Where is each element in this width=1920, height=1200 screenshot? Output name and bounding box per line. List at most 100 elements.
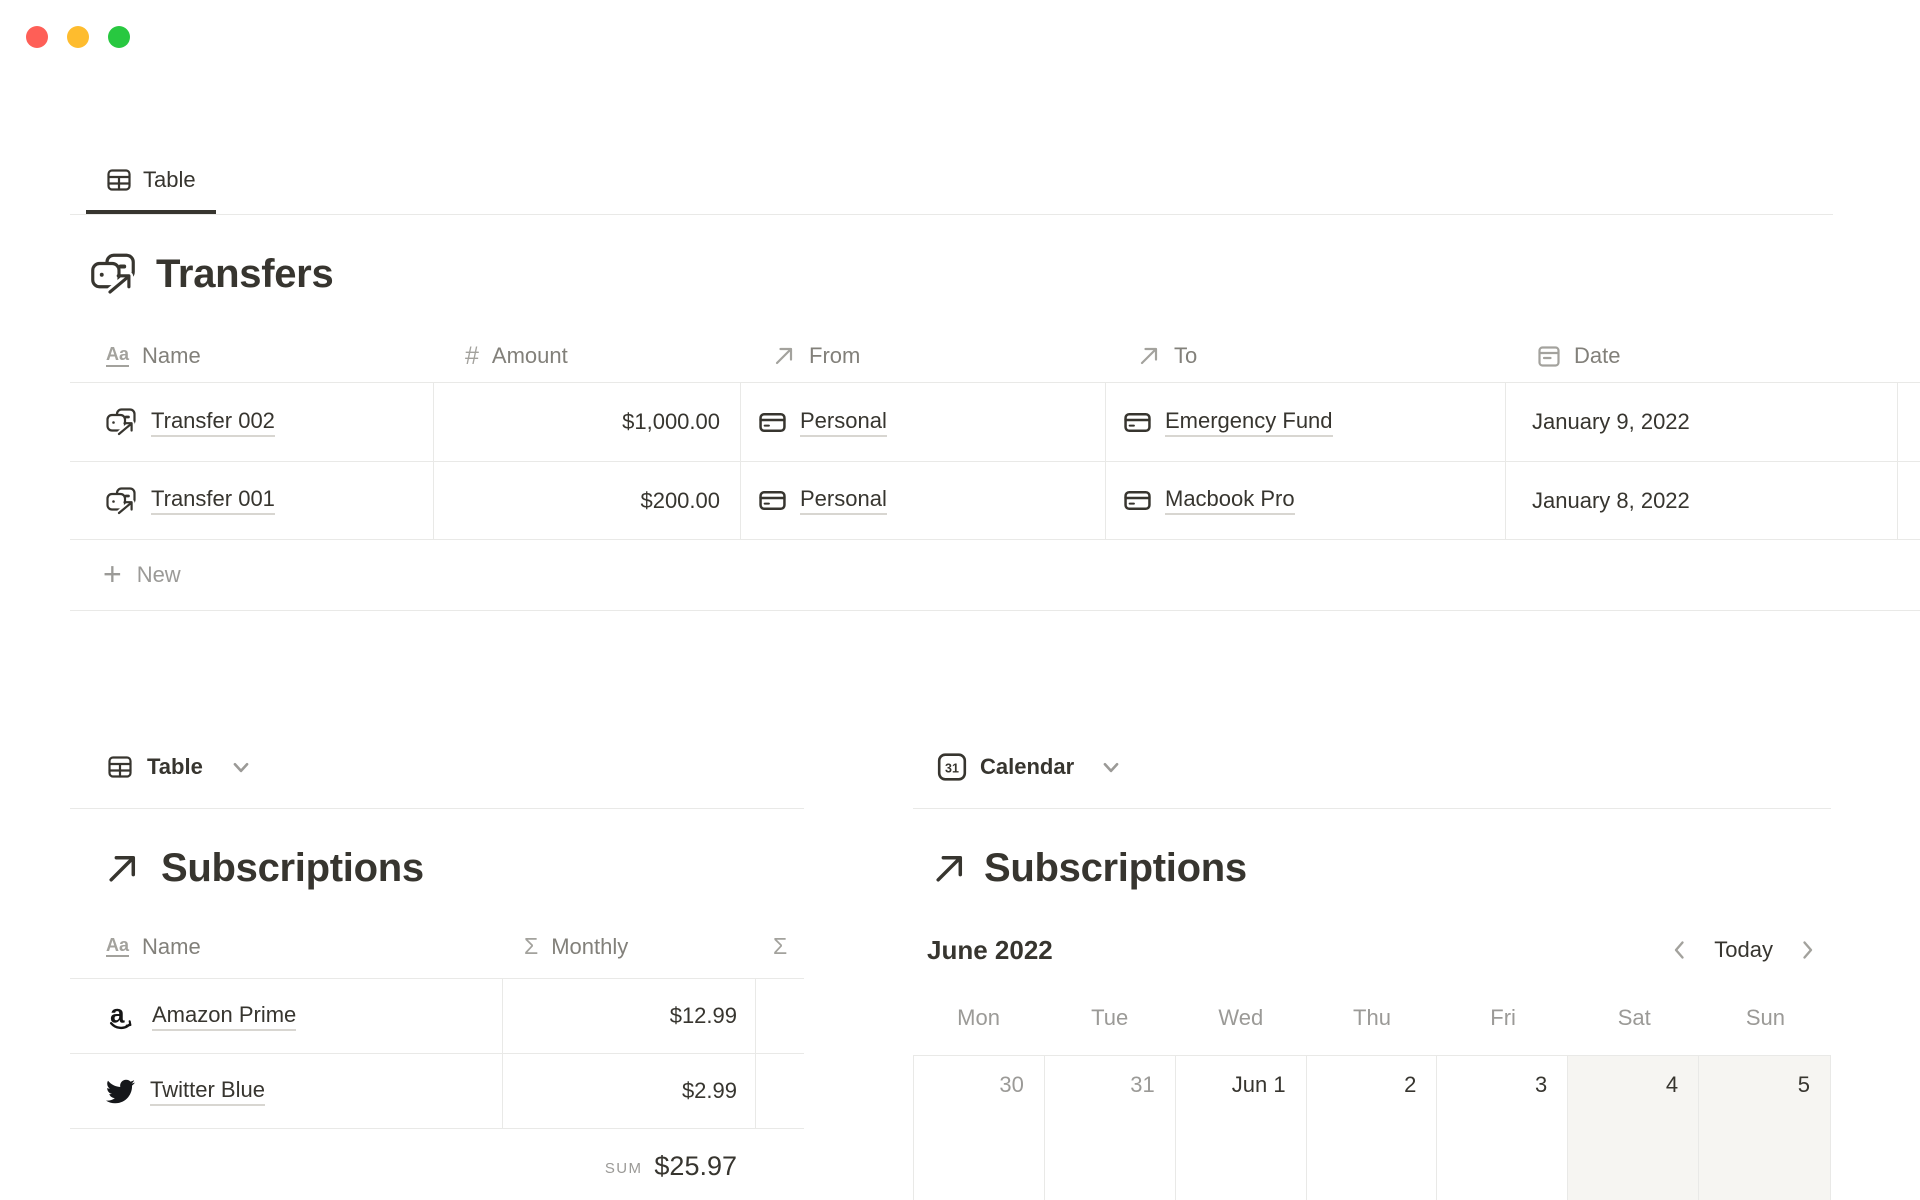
section-divider xyxy=(913,808,1831,809)
sum-property-icon: Σ xyxy=(524,933,539,959)
table-view-icon xyxy=(107,754,133,780)
column-header-name[interactable]: Aa Name xyxy=(70,915,502,978)
cell-name[interactable]: Transfer 002 xyxy=(70,383,433,461)
calendar-day-cell[interactable]: 4 xyxy=(1568,1056,1700,1200)
calendar-day-cell[interactable]: 5 xyxy=(1699,1056,1830,1200)
linked-database-arrow-icon xyxy=(931,850,968,887)
twitter-icon xyxy=(106,1077,135,1106)
column-label: Amount xyxy=(491,343,568,368)
transfers-title-row: Transfers xyxy=(70,248,334,300)
cell-extra[interactable] xyxy=(755,1054,804,1128)
weekday-label: Thu xyxy=(1353,1005,1391,1030)
subscriptions-table-title-row: Subscriptions xyxy=(70,844,424,892)
weekday-label: Tue xyxy=(1091,1005,1129,1030)
relation-link[interactable]: Personal xyxy=(800,408,887,437)
column-header-monthly[interactable]: Σ Monthly xyxy=(502,915,755,978)
column-header-to[interactable]: To xyxy=(1105,330,1505,382)
cell-overflow xyxy=(1897,462,1920,539)
cell-extra[interactable] xyxy=(755,979,804,1053)
column-header-amount[interactable]: # Amount xyxy=(433,330,740,382)
calendar-grid: 30 31 Jun 1 2 3 4 5 xyxy=(913,1055,1831,1200)
sum-aggregate[interactable]: SUM $25.97 xyxy=(70,1129,755,1200)
subscriptions-table: Aa Name Σ Monthly Σ a Amazon xyxy=(70,915,804,1200)
svg-text:a: a xyxy=(110,1001,125,1029)
text-property-icon: Aa xyxy=(106,935,130,958)
column-header-from[interactable]: From xyxy=(740,330,1105,382)
relation-property-icon xyxy=(772,344,796,368)
sum-property-icon: Σ xyxy=(773,933,788,959)
weekday-label: Sat xyxy=(1617,1005,1651,1030)
cell-to[interactable]: Macbook Pro xyxy=(1105,462,1505,539)
next-month-button[interactable] xyxy=(1797,939,1817,961)
weekday-label: Sun xyxy=(1745,1005,1785,1030)
transfer-page-icon xyxy=(106,486,136,515)
cell-monthly[interactable]: $12.99 xyxy=(502,979,755,1053)
view-tab-bar: Table xyxy=(70,150,1833,215)
subscriptions-calendar-view-switcher[interactable]: 31 Calendar xyxy=(913,745,1122,789)
cell-to[interactable]: Emergency Fund xyxy=(1105,383,1505,461)
cell-date[interactable]: January 9, 2022 xyxy=(1505,383,1897,461)
tab-table-view[interactable]: Table xyxy=(86,150,216,214)
calendar-day-cell[interactable]: 30 xyxy=(914,1056,1045,1200)
sum-label: SUM xyxy=(604,1159,643,1177)
account-card-icon xyxy=(759,411,786,434)
calendar-weekday-header: Mon Tue Wed Thu Fri Sat Sun xyxy=(913,1002,1831,1034)
zoom-window-button[interactable] xyxy=(108,26,130,48)
calendar-nav: Today xyxy=(1670,937,1817,963)
minimize-window-button[interactable] xyxy=(67,26,89,48)
relation-link[interactable]: Emergency Fund xyxy=(1165,408,1333,437)
relation-link[interactable]: Personal xyxy=(800,486,887,515)
date-property-icon xyxy=(1537,343,1561,369)
cell-name[interactable]: Transfer 001 xyxy=(70,462,433,539)
account-card-icon xyxy=(1124,411,1151,434)
transfers-table: Aa Name # Amount From xyxy=(70,330,1920,611)
account-card-icon xyxy=(759,489,786,512)
calendar-day-cell[interactable]: Jun 1 xyxy=(1176,1056,1307,1200)
cell-amount[interactable]: $200.00 xyxy=(433,462,740,539)
cell-name[interactable]: a Amazon Prime xyxy=(70,979,502,1053)
table-view-icon xyxy=(106,167,132,193)
cell-amount[interactable]: $1,000.00 xyxy=(433,383,740,461)
chevron-down-icon xyxy=(1100,756,1122,778)
column-header-extra[interactable]: Σ xyxy=(755,915,804,978)
cell-date[interactable]: January 8, 2022 xyxy=(1505,462,1897,539)
transfers-page-icon xyxy=(90,253,136,295)
view-label: Calendar xyxy=(980,754,1075,779)
today-button[interactable]: Today xyxy=(1714,937,1773,962)
calendar-day-cell[interactable]: 31 xyxy=(1045,1056,1176,1200)
column-label: Name xyxy=(142,933,201,959)
column-label: Name xyxy=(142,343,201,368)
subscriptions-calendar-title-row: Subscriptions xyxy=(913,844,1247,892)
number-property-icon: # xyxy=(465,341,479,370)
add-new-row-button[interactable]: + New xyxy=(70,540,1920,611)
close-window-button[interactable] xyxy=(26,26,48,48)
column-label: From xyxy=(809,343,861,368)
weekday-label: Fri xyxy=(1490,1005,1516,1030)
weekday-label: Wed xyxy=(1218,1005,1264,1030)
column-header-date[interactable]: Date xyxy=(1505,330,1897,382)
linked-database-title[interactable]: Subscriptions xyxy=(984,845,1247,890)
chevron-down-icon xyxy=(230,756,252,778)
cell-name[interactable]: Twitter Blue xyxy=(70,1054,502,1128)
cell-monthly[interactable]: $2.99 xyxy=(502,1054,755,1128)
relation-property-icon xyxy=(1137,344,1161,368)
page-link[interactable]: Transfer 001 xyxy=(151,486,275,515)
subscriptions-table-view-switcher[interactable]: Table xyxy=(70,745,252,789)
linked-database-title[interactable]: Subscriptions xyxy=(161,845,424,890)
cell-from[interactable]: Personal xyxy=(740,462,1105,539)
page-link[interactable]: Twitter Blue xyxy=(150,1077,265,1106)
new-row-label: New xyxy=(136,562,181,587)
column-header-overflow xyxy=(1897,330,1920,382)
cell-overflow xyxy=(1897,383,1920,461)
column-header-name[interactable]: Aa Name xyxy=(70,330,433,382)
previous-month-button[interactable] xyxy=(1670,939,1690,961)
calendar-day-cell[interactable]: 2 xyxy=(1307,1056,1438,1200)
page-link[interactable]: Transfer 002 xyxy=(151,408,275,437)
text-property-icon: Aa xyxy=(106,345,130,367)
cell-from[interactable]: Personal xyxy=(740,383,1105,461)
page-link[interactable]: Amazon Prime xyxy=(152,1002,297,1031)
plus-icon: + xyxy=(103,555,122,592)
calendar-day-cell[interactable]: 3 xyxy=(1437,1056,1569,1200)
relation-link[interactable]: Macbook Pro xyxy=(1165,486,1295,515)
